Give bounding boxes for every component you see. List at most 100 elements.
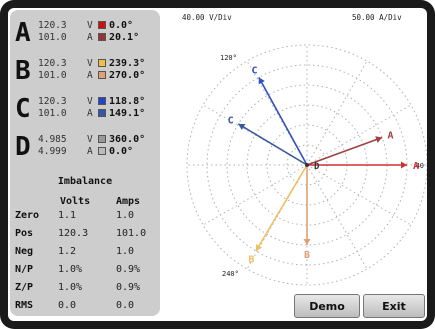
grid-spoke [306,164,412,226]
phase-row-d: D 4.985 V 4.999 A 360.0° 0.0° [10,130,160,164]
imbalance-row-z-p: Z/P 1.0% 0.9% [10,282,160,296]
phase-letter: A [15,18,31,48]
phasor-label-B-volt: B [248,255,254,266]
imbalance-label: RMS [15,300,34,311]
angle-label-240: 240° [222,270,239,278]
imbalance-volts: 120.3 [58,228,89,239]
phasor-C-amp [237,123,308,166]
phase-volts: 120.3 [38,20,67,31]
phasor-label-C-amp: C [228,115,234,126]
origin-dot [305,163,309,167]
screen: A 120.3 V 101.0 A 0.0° 20.1° B 120.3 V 1… [8,8,427,321]
imbalance-amps: 1.0 [116,246,135,257]
phasor-label-A-volt: A [413,161,419,172]
readings-panel: A 120.3 V 101.0 A 0.0° 20.1° B 120.3 V 1… [10,10,160,316]
imbalance-volts: 0.0 [58,300,77,311]
phase-letter: B [15,56,31,86]
phasor-A-amp [306,136,383,166]
amp-angle: 20.1° [109,32,140,43]
grid-spoke [306,60,368,166]
phase-row-a: A 120.3 V 101.0 A 0.0° 20.1° [10,16,160,50]
imbalance-label: Zero [15,210,40,221]
imbalance-row-neg: Neg 1.2 1.0 [10,246,160,260]
phasor-arrow-A-amp [375,136,383,143]
phasor-arrow-C-amp [238,123,246,131]
amp-color-swatch [98,147,106,155]
volt-scale-label: 40.00 V/Div [182,13,232,22]
axis-tick-label: 40 [416,162,424,170]
grid-spoke [202,104,308,166]
phasor-plot: 40.00 V/Div 50.00 A/Div 120° 240° 40 A A B B C C… [162,8,427,321]
phasor-arrow-B-volt [255,244,263,251]
amp-color-swatch [98,109,106,117]
phase-amps: 101.0 [38,70,67,81]
phase-letter: C [15,94,31,124]
phasor-arrow-B-amp [303,238,311,245]
imbalance-label: Pos [15,228,34,239]
imbalance-volts: 1.2 [58,246,77,257]
amp-unit: A [87,108,93,119]
volt-angle: 360.0° [109,134,146,145]
grid-spoke [202,164,308,226]
origin-label: D [314,162,320,172]
volt-color-swatch [98,97,106,105]
volt-unit: V [87,134,93,145]
phase-letter: D [15,132,31,162]
volt-angle: 239.3° [109,58,146,69]
phasor-C-volt [258,76,308,166]
phasor-label-C-volt: C [251,65,257,76]
imbalance-row-pos: Pos 120.3 101.0 [10,228,160,242]
volt-angle: 118.8° [109,96,146,107]
phase-row-b: B 120.3 V 101.0 A 239.3° 270.0° [10,54,160,88]
amp-color-swatch [98,71,106,79]
imbalance-row-n-p: N/P 1.0% 0.9% [10,264,160,278]
imbalance-label: Neg [15,246,34,257]
volt-angle: 0.0° [109,20,134,31]
exit-button[interactable]: Exit [363,294,425,318]
phase-row-c: C 120.3 V 101.0 A 118.8° 149.1° [10,92,160,126]
volt-color-swatch [98,21,106,29]
phase-amps: 101.0 [38,32,67,43]
grid-spoke [246,60,308,166]
imbalance-volts-header: Volts [60,196,91,207]
amp-angle: 0.0° [109,146,134,157]
imbalance-volts: 1.1 [58,210,77,221]
phase-amps: 4.999 [38,146,67,157]
phase-volts: 120.3 [38,96,67,107]
imbalance-amps: 0.0 [116,300,135,311]
imbalance-amps: 0.9% [116,264,141,275]
angle-label-120: 120° [220,54,237,62]
imbalance-amps: 0.9% [116,282,141,293]
imbalance-volts: 1.0% [58,282,83,293]
amp-angle: 149.1° [109,108,146,119]
phasor-arrow-A-volt [401,161,407,169]
volt-unit: V [87,20,93,31]
imbalance-title: Imbalance [57,176,113,187]
phasor-arrow-C-volt [258,77,265,85]
imbalance-amps-header: Amps [116,196,141,207]
phase-volts: 4.985 [38,134,67,145]
amp-scale-label: 50.00 A/Div [352,13,402,22]
volt-color-swatch [98,135,106,143]
imbalance-label: N/P [15,264,34,275]
imbalance-amps: 1.0 [116,210,135,221]
imbalance-label: Z/P [15,282,34,293]
phase-volts: 120.3 [38,58,67,69]
phasor-label-A-amp: A [388,130,394,141]
grid-spoke [306,164,368,270]
demo-button[interactable]: Demo [294,294,360,318]
volt-unit: V [87,96,93,107]
amp-color-swatch [98,33,106,41]
phasor-B-volt [255,164,308,252]
imbalance-volts: 1.0% [58,264,83,275]
phase-amps: 101.0 [38,108,67,119]
amp-unit: A [87,70,93,81]
phasor-label-B-amp: B [304,250,310,261]
amp-unit: A [87,32,93,43]
grid-spoke [306,104,412,166]
amp-unit: A [87,146,93,157]
imbalance-amps: 101.0 [116,228,147,239]
imbalance-row-zero: Zero 1.1 1.0 [10,210,160,224]
imbalance-row-rms: RMS 0.0 0.0 [10,300,160,314]
